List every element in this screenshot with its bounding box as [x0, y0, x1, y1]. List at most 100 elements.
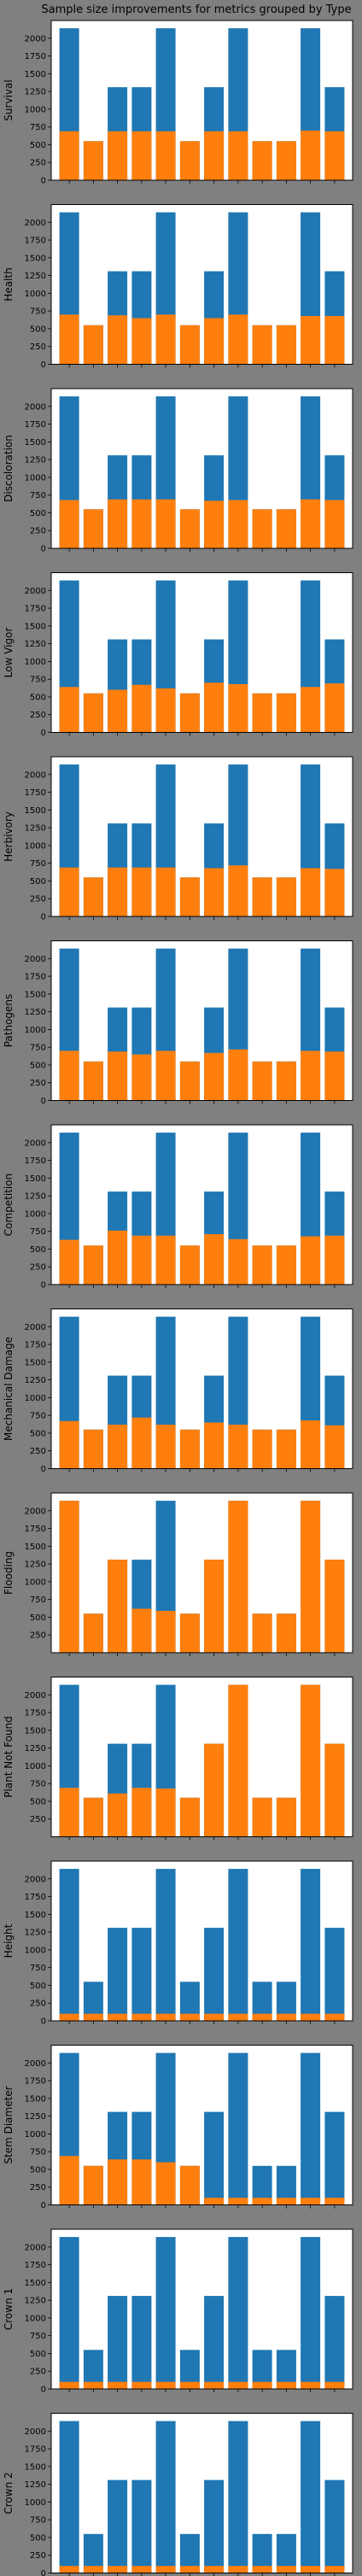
- y-tick-label-4: 1250: [25, 1560, 46, 1570]
- axes-frame: [50, 1124, 353, 1285]
- axes-frame: [50, 1677, 353, 1837]
- y-tick-label-2: 500: [30, 2165, 46, 2175]
- bar-series0-9: [276, 1982, 296, 2021]
- y-axis-label: Crown 1: [3, 2288, 15, 2330]
- y-tick-label-7: 1750: [25, 1156, 46, 1166]
- panel-competition: 0 250 500 750 1000 1250 1500 1750 2000 Competitio…: [3, 1124, 353, 1291]
- bar-series1-8: [252, 1429, 272, 1469]
- y-tick-label-0: 0: [41, 177, 46, 186]
- bar-series1-10: [301, 1684, 321, 1837]
- y-tick-label-5: 1250: [25, 1376, 46, 1385]
- y-tick-label-4: 1000: [25, 1209, 46, 1219]
- y-tick-label-3: 750: [30, 1964, 46, 1973]
- bar-series1-0: [59, 2156, 79, 2205]
- bar-series0-7: [228, 2237, 248, 2389]
- bar-series1-5: [179, 141, 200, 180]
- panel-survival: 0 250 500 750 1000 1250 1500 1750 2000 Survival: [3, 20, 353, 186]
- bar-series1-8: [252, 141, 272, 180]
- bar-series1-6: [204, 318, 225, 365]
- bar-series1-9: [276, 141, 296, 180]
- bar-series1-7: [228, 2381, 248, 2389]
- bar-series1-3: [131, 2013, 152, 2021]
- axes-frame: [50, 20, 353, 181]
- y-axis-label: Mechanical Damage: [3, 1337, 15, 1441]
- bar-series1-8: [252, 693, 272, 733]
- bar-series1-11: [324, 316, 345, 365]
- y-tick-label-5: 1250: [25, 824, 46, 834]
- y-tick-label-5: 1250: [25, 456, 46, 465]
- panel-flooding: 250 500 750 1000 1250 1500 1750 2000 Flooding: [3, 1492, 353, 1656]
- bar-series1-3: [131, 2159, 152, 2205]
- bar-series1-2: [108, 1425, 128, 1469]
- y-tick-label-2: 750: [30, 1780, 46, 1789]
- y-tick-label-5: 1250: [25, 88, 46, 97]
- bar-series1-4: [155, 2013, 176, 2021]
- bar-series1-1: [83, 2165, 103, 2205]
- bar-series0-3: [131, 1928, 152, 2021]
- y-tick-label-6: 1750: [25, 1709, 46, 1718]
- bar-series1-6: [204, 2198, 225, 2205]
- bar-series0-0: [59, 2237, 79, 2389]
- bar-series1-5: [179, 2566, 200, 2573]
- axes-frame: [50, 940, 353, 1101]
- bar-series1-11: [324, 1051, 345, 1101]
- y-tick-label-7: 1750: [25, 2077, 46, 2087]
- bar-series1-9: [276, 877, 296, 916]
- y-tick-label-5: 1250: [25, 272, 46, 281]
- bar-series0-7: [228, 2052, 248, 2205]
- bar-series1-1: [83, 693, 103, 733]
- bar-series1-4: [155, 1235, 176, 1285]
- y-tick-label-0: 0: [41, 545, 46, 554]
- bar-series1-11: [324, 1560, 345, 1653]
- panel-crown-1: 0 250 500 750 1000 1250 1500 1750 2000 Crown 1: [3, 2228, 353, 2395]
- y-axis-label: Health: [3, 267, 15, 301]
- y-tick-label-3: 1000: [25, 1578, 46, 1587]
- bar-series1-10: [301, 1236, 321, 1285]
- y-tick-label-7: 2000: [25, 1507, 46, 1516]
- bar-series0-11: [324, 2296, 345, 2389]
- y-tick-label-6: 1500: [25, 806, 46, 816]
- y-tick-label-1: 500: [30, 1797, 46, 1806]
- bar-series1-11: [324, 2566, 345, 2573]
- axes-frame: [50, 1492, 353, 1654]
- y-tick-label-6: 1500: [25, 622, 46, 631]
- y-tick-label-0: 0: [41, 360, 46, 370]
- bar-series1-11: [324, 2198, 345, 2205]
- bar-series1-1: [83, 2013, 103, 2021]
- y-axis-label: Low Vigor: [3, 628, 15, 678]
- y-tick-label-8: 2000: [25, 2059, 46, 2069]
- y-tick-label-1: 250: [30, 1447, 46, 1456]
- bar-series1-4: [155, 1611, 176, 1653]
- y-tick-label-2: 500: [30, 2533, 46, 2543]
- bar-series1-0: [59, 314, 79, 365]
- y-tick-label-6: 1500: [25, 2094, 46, 2104]
- panel-health: 0 250 500 750 1000 1250 1500 1750 2000 Health: [3, 204, 353, 370]
- bar-series1-4: [155, 2381, 176, 2389]
- bar-series1-3: [131, 131, 152, 180]
- bar-series1-9: [276, 693, 296, 733]
- bar-series1-2: [108, 1230, 128, 1285]
- y-tick-label-0: 0: [41, 2569, 46, 2576]
- bar-series1-6: [204, 1052, 225, 1101]
- bar-series1-8: [252, 325, 272, 365]
- bar-series1-7: [228, 1049, 248, 1101]
- bar-series1-4: [155, 131, 176, 180]
- bar-series1-0: [59, 2566, 79, 2573]
- panel-discoloration: 0 250 500 750 1000 1250 1500 1750 2000 Discolorat…: [3, 388, 353, 554]
- bar-series1-9: [276, 1245, 296, 1285]
- bar-series1-1: [83, 1061, 103, 1101]
- y-tick-label-7: 1750: [25, 2445, 46, 2455]
- y-tick-label-2: 500: [30, 1061, 46, 1070]
- panel-pathogens: 0 250 500 750 1000 1250 1500 1750 2000 Pathogens: [3, 940, 353, 1106]
- y-tick-label-2: 500: [30, 1245, 46, 1255]
- bar-series1-8: [252, 1245, 272, 1285]
- y-tick-label-6: 1750: [25, 1525, 46, 1534]
- y-tick-label-7: 1750: [25, 420, 46, 430]
- bar-series1-0: [59, 2381, 79, 2389]
- bar-series0-2: [108, 2296, 128, 2389]
- bar-series1-5: [179, 509, 200, 548]
- bar-series1-3: [131, 684, 152, 733]
- figure-title: Sample size improvements for metrics gro…: [41, 3, 351, 16]
- y-tick-label-2: 500: [30, 1429, 46, 1438]
